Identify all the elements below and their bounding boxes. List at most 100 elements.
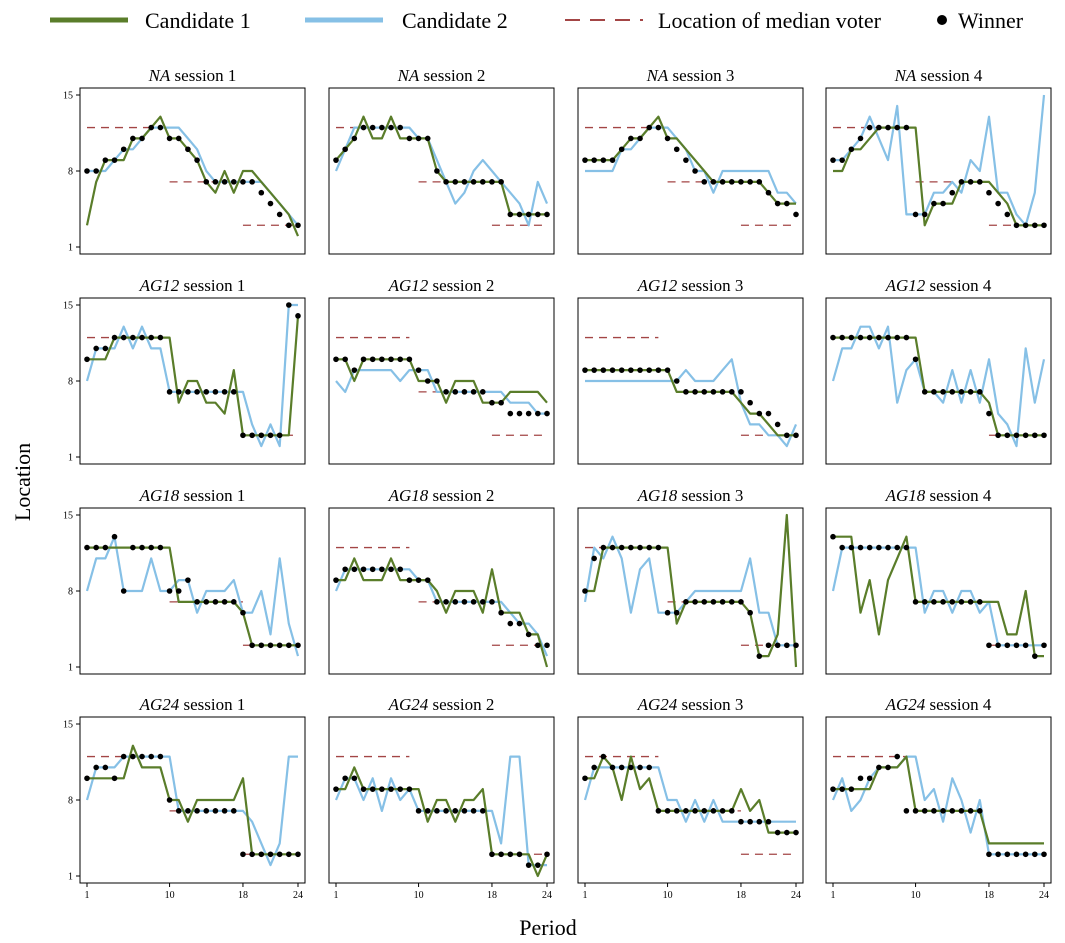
winner-point: [461, 389, 468, 395]
candidate2-line: [85, 303, 298, 448]
winner-point: [793, 642, 799, 649]
legend-candidate1-label: Candidate 1: [145, 8, 251, 33]
winner-point: [333, 157, 339, 163]
winner-point: [876, 544, 882, 551]
winner-point: [535, 410, 541, 417]
winner-point: [84, 356, 90, 363]
panel-title: AG18 session 4: [885, 486, 992, 505]
winner-point: [470, 389, 477, 395]
winner-point: [857, 334, 864, 341]
winner-point: [1013, 222, 1020, 229]
winner-point: [903, 124, 910, 131]
winner-point: [379, 786, 385, 792]
winner-point: [784, 829, 790, 836]
winner-point: [600, 157, 607, 163]
panel-title-session: session 1: [170, 66, 236, 85]
winner-point: [415, 135, 422, 142]
winner-point: [130, 544, 136, 551]
winner-point: [258, 851, 265, 858]
winner-point: [166, 135, 173, 142]
winner-point: [443, 599, 449, 605]
winner-point: [986, 189, 992, 196]
panel-title: NA session 2: [397, 66, 486, 85]
winner-point: [646, 124, 653, 131]
winner-point: [710, 599, 717, 605]
winner-point: [194, 599, 200, 605]
winner-point: [655, 544, 662, 551]
panel-frame: [825, 507, 1052, 675]
x-tick-label: 18: [487, 890, 497, 901]
winner-point: [479, 808, 486, 814]
candidate1-line: [585, 369, 796, 437]
winner-point: [839, 157, 845, 163]
winner-point: [139, 334, 145, 341]
winner-point: [388, 786, 394, 792]
winner-point: [342, 775, 348, 782]
panel-ag12-session-1: AG12 session 1 1 8 15: [63, 276, 306, 465]
winner-point: [931, 808, 937, 814]
winner-point: [995, 432, 1001, 439]
winner-point: [516, 410, 523, 417]
winner-point: [719, 389, 726, 395]
panel-title-treatment: AG24: [885, 695, 926, 714]
winner-point: [360, 786, 367, 792]
x-tick-label: 24: [1039, 890, 1049, 901]
winner-point: [1041, 642, 1047, 649]
winner-point: [525, 631, 532, 638]
candidate1-line: [585, 513, 798, 668]
winner-point: [618, 544, 625, 551]
winner-point: [203, 599, 210, 605]
panel-title-treatment: NA: [148, 66, 171, 85]
x-tick-label: 1: [831, 890, 836, 901]
winner-point: [1022, 851, 1029, 858]
winner-point: [84, 775, 90, 782]
winner-point: [784, 642, 790, 649]
winner-point: [1004, 851, 1011, 858]
panel-frame: [328, 297, 555, 465]
winner-point: [637, 135, 643, 142]
candidate2-line: [833, 94, 1046, 227]
winner-point: [148, 334, 155, 341]
winner-point: [885, 544, 891, 551]
winner-point: [1004, 211, 1011, 218]
winner-point: [793, 211, 799, 218]
winner-point: [479, 389, 486, 395]
winner-point: [958, 179, 965, 185]
winner-point: [461, 179, 468, 185]
panel-title-session: session 3: [677, 486, 743, 505]
panel-frame: [79, 87, 306, 255]
winner-point: [976, 808, 983, 814]
winner-point: [544, 211, 550, 218]
winner-point: [221, 179, 228, 185]
winner-point: [84, 168, 90, 174]
winner-point: [866, 124, 873, 131]
panel-ag24-session-3: AG24 session 3 1 10 18 24: [577, 695, 804, 901]
legend-winner-dot: [937, 15, 947, 25]
winner-point: [452, 599, 459, 605]
panel-title-treatment: AG24: [637, 695, 678, 714]
panel-title: NA session 3: [646, 66, 735, 85]
winner-point: [839, 786, 845, 792]
winner-point: [995, 851, 1001, 858]
winner-point: [194, 157, 200, 163]
winner-point: [175, 135, 182, 142]
panel-title-session: session 1: [179, 695, 245, 714]
winner-point: [995, 642, 1001, 649]
winner-point: [452, 179, 459, 185]
winner-point: [130, 135, 136, 142]
winner-point: [655, 367, 662, 373]
winner-point: [949, 389, 956, 395]
x-axis-title: Period: [519, 915, 576, 940]
winner-point: [609, 367, 616, 373]
winner-point: [388, 124, 394, 131]
winner-point: [295, 313, 301, 319]
winner-point: [876, 334, 882, 341]
winner-point: [1032, 653, 1038, 659]
winner-point: [940, 599, 946, 605]
winner-point: [774, 642, 781, 649]
winner-point: [295, 642, 301, 649]
candidate1-line: [87, 315, 300, 437]
x-tick-label: 10: [414, 890, 424, 901]
winner-point: [185, 577, 191, 583]
winner-point: [1022, 432, 1029, 439]
